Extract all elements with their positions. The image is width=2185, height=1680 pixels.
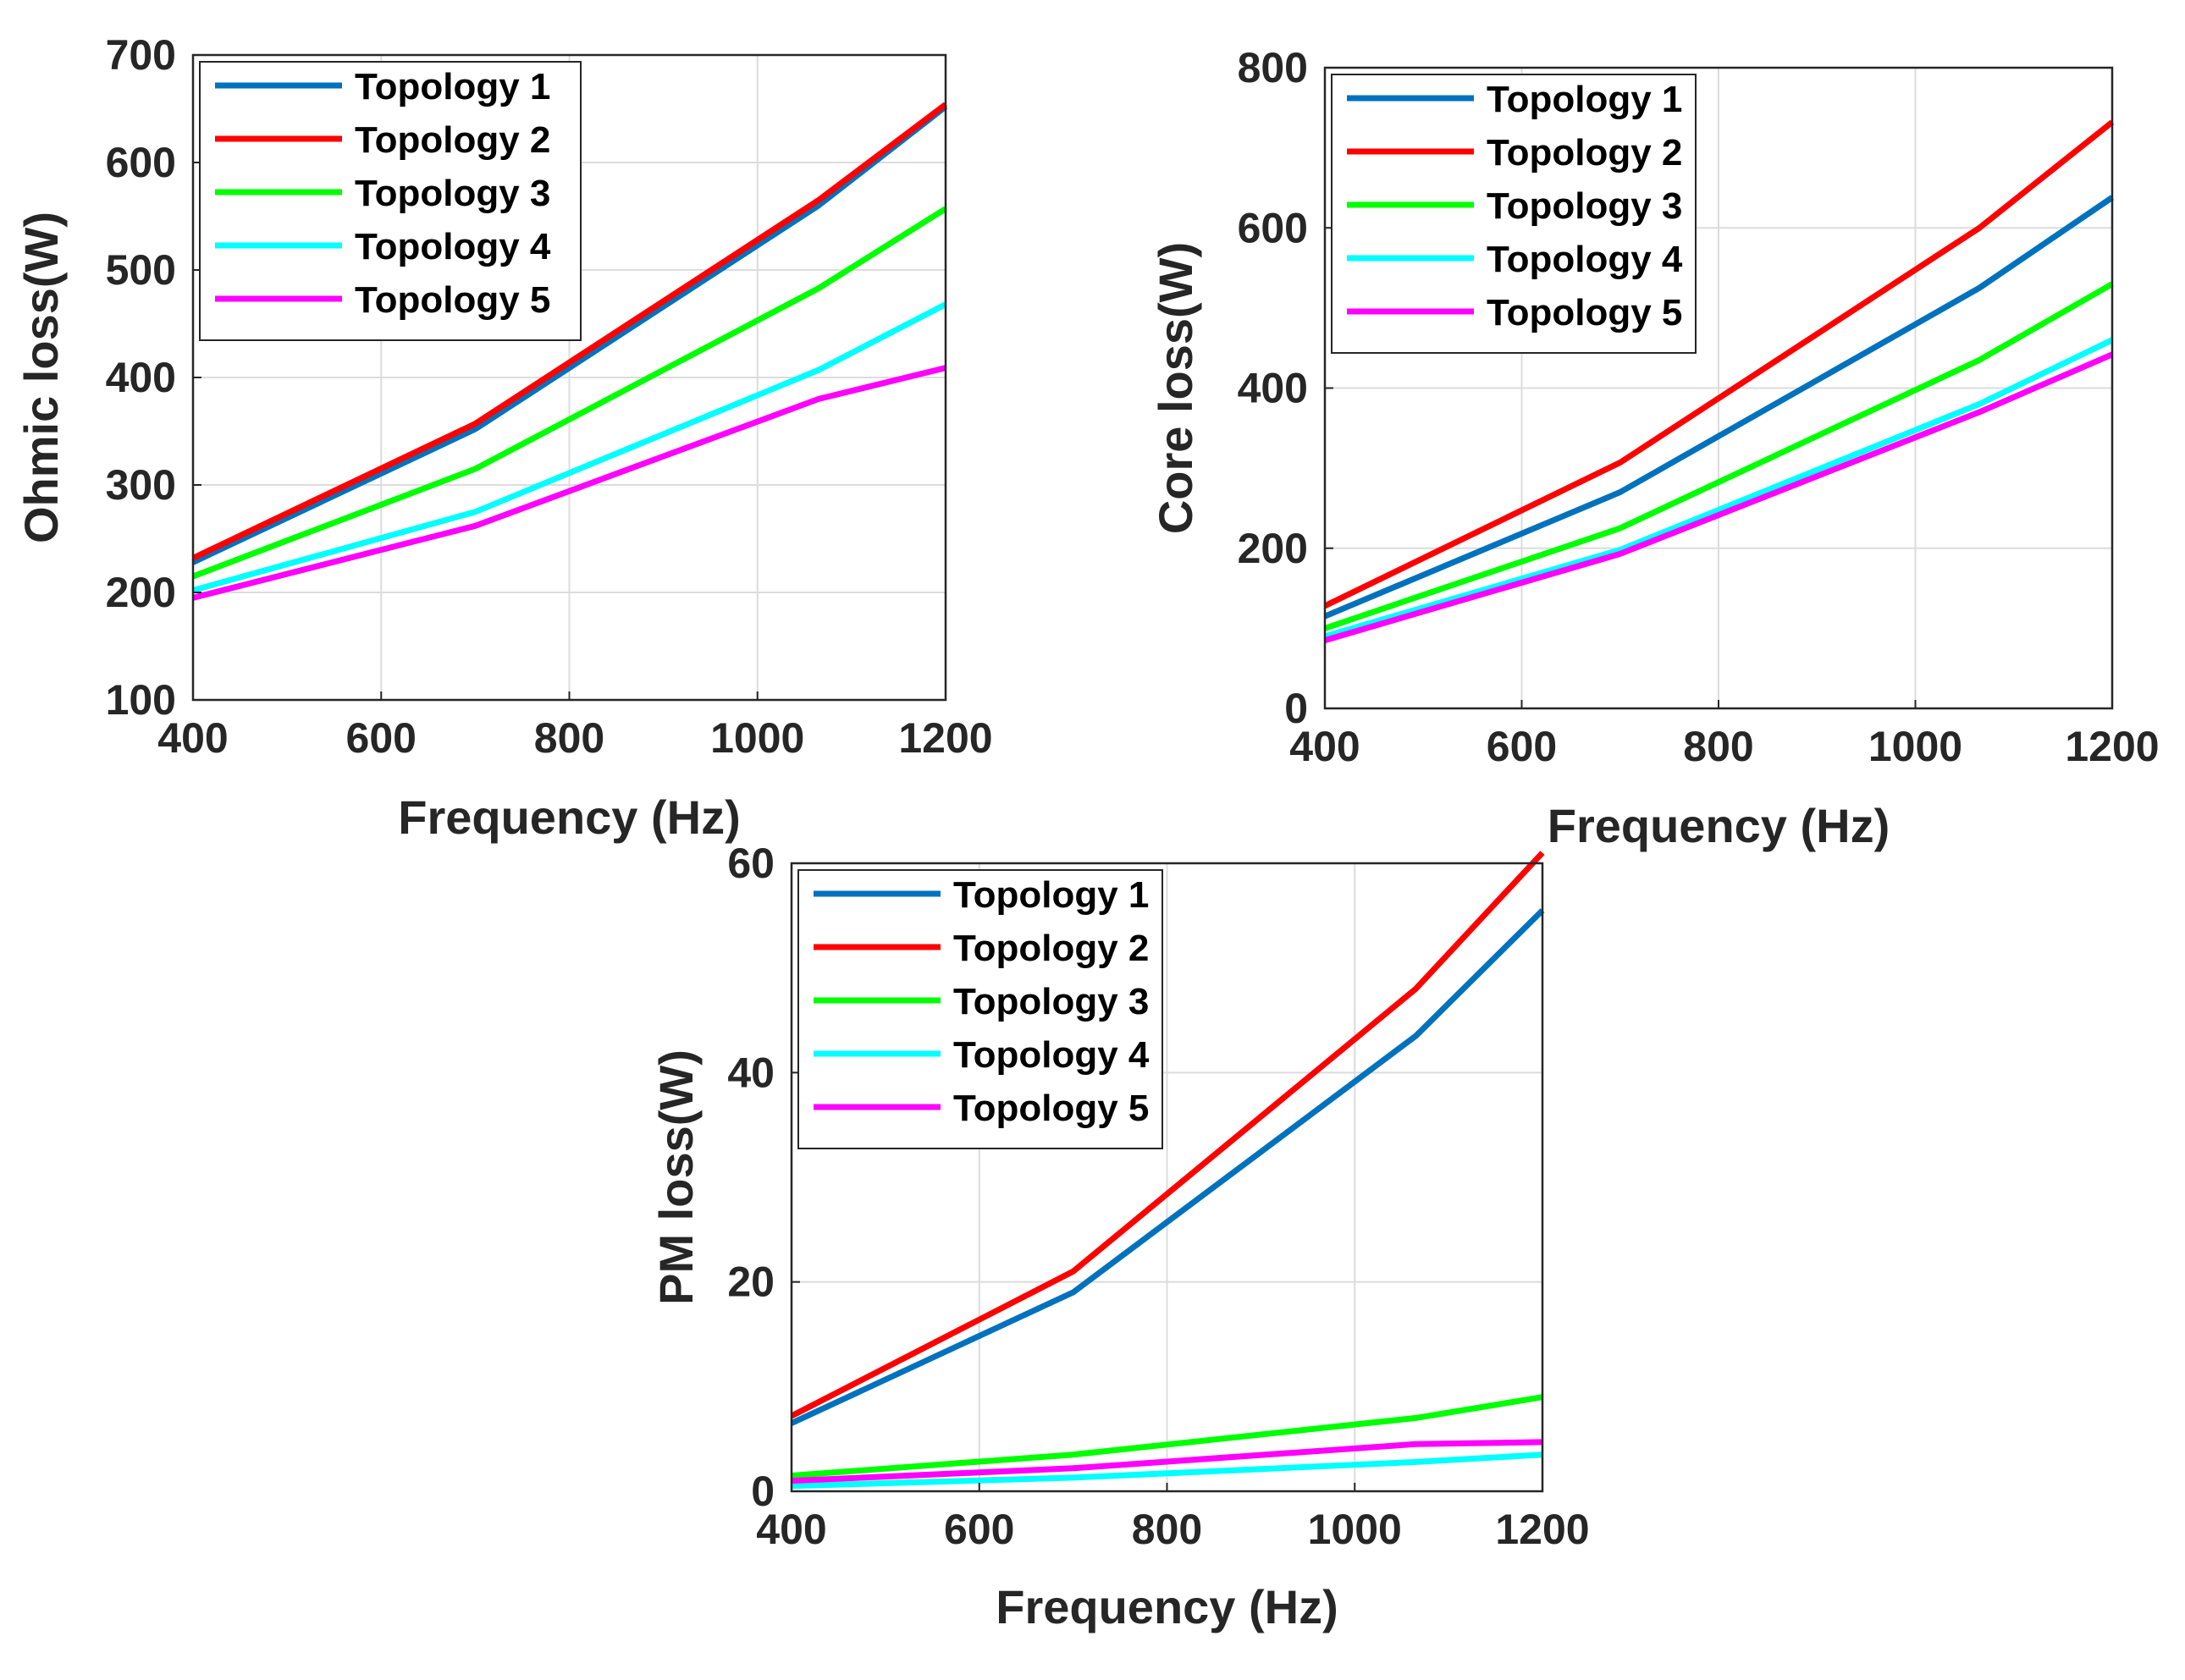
x-tick-label: 1000 [1308, 1506, 1402, 1553]
x-tick-label: 600 [1487, 723, 1557, 770]
y-tick-label: 20 [727, 1259, 775, 1306]
x-tick-label: 400 [756, 1506, 826, 1553]
x-tick-label: 400 [157, 714, 228, 762]
y-axis-label: PM loss(W) [649, 1049, 703, 1305]
y-tick-label: 200 [106, 569, 176, 616]
legend-label-5: Topology 5 [355, 279, 550, 321]
legend-label-3: Topology 3 [355, 173, 550, 214]
x-tick-label: 1000 [1868, 723, 1962, 770]
y-axis-label: Core loss(W) [1149, 242, 1202, 534]
y-tick-label: 600 [1238, 204, 1308, 251]
series-line-5 [192, 365, 946, 601]
y-tick-label: 500 [106, 246, 176, 294]
x-tick-label: 600 [944, 1506, 1014, 1553]
legend-label-3: Topology 3 [1487, 185, 1682, 227]
y-tick-label: 400 [106, 354, 176, 401]
series-line-4 [791, 1451, 1543, 1490]
legend-label-1: Topology 1 [355, 66, 550, 107]
legend-label-1: Topology 1 [1487, 79, 1682, 120]
legend-box [1331, 74, 1697, 354]
legend: Topology 1 Topology 2 Topology 3 Topology 4… [1331, 74, 1697, 354]
series-line-2 [1323, 119, 2115, 609]
y-tick-label: 0 [1284, 685, 1308, 732]
legend-label-2: Topology 2 [1487, 132, 1682, 174]
series-line-4 [192, 301, 947, 593]
series-line-3 [191, 206, 947, 580]
y-tick-label: 400 [1238, 365, 1308, 412]
y-tick-label: 700 [106, 31, 176, 79]
y-tick-label: 600 [106, 139, 176, 186]
legend-label-4: Topology 4 [1487, 239, 1683, 280]
x-tick-label: 1200 [898, 714, 992, 762]
legend-label-4: Topology 4 [953, 1034, 1150, 1076]
legend-box [797, 869, 1163, 1149]
series-line-5 [791, 1439, 1543, 1484]
legend-box [199, 61, 582, 341]
y-tick-label: 300 [106, 461, 176, 509]
x-tick-label: 1200 [1495, 1506, 1589, 1553]
x-tick-label: 800 [534, 714, 604, 762]
x-tick-label: 1000 [710, 714, 804, 762]
series-line-1 [790, 908, 1545, 1426]
series-line-5 [1324, 351, 2114, 643]
x-tick-label: 800 [1683, 723, 1753, 770]
chart-ohmic: 400 600 800 1000 1200 100 200 300 400 500 600 700 Fr… [14, 31, 993, 844]
legend: Topology 1 Topology 2 Topology 3 Topology 4… [199, 61, 582, 341]
legend-label-5: Topology 5 [1487, 292, 1682, 333]
series-line-3 [791, 1394, 1543, 1479]
series-line-2 [790, 851, 1545, 1419]
y-axis-label: Ohmic loss(W) [14, 212, 68, 543]
x-tick-label: 600 [346, 714, 417, 762]
series-line-3 [1323, 281, 2114, 631]
chart-pm: 400 600 800 1000 1200 0 20 40 60 Frequency (Hz) PM… [649, 840, 1590, 1633]
x-tick-label: 800 [1132, 1506, 1202, 1553]
y-tick-label: 200 [1238, 525, 1308, 572]
y-tick-label: 60 [727, 840, 775, 887]
series-line-4 [1324, 337, 2114, 640]
x-tick-label: 1200 [2065, 723, 2159, 770]
y-tick-label: 40 [727, 1049, 775, 1096]
legend-label-3: Topology 3 [953, 981, 1149, 1022]
series-line-2 [191, 102, 948, 561]
y-tick-label: 0 [751, 1468, 775, 1515]
legend-label-2: Topology 2 [953, 928, 1149, 969]
legend-label-4: Topology 4 [355, 226, 551, 267]
x-axis-label: Frequency (Hz) [1548, 799, 1890, 852]
series-line-1 [1323, 195, 2114, 620]
y-tick-label: 100 [106, 676, 176, 724]
legend: Topology 1 Topology 2 Topology 3 Topology 4… [797, 869, 1163, 1149]
x-axis-label: Frequency (Hz) [996, 1580, 1338, 1633]
x-tick-label: 400 [1289, 723, 1360, 770]
legend-label-5: Topology 5 [953, 1088, 1149, 1129]
x-axis-label: Frequency (Hz) [398, 790, 741, 844]
chart-core: 400 600 800 1000 1200 0 200 400 600 800 Frequency … [1149, 44, 2160, 852]
legend-label-2: Topology 2 [355, 119, 550, 161]
y-tick-label: 800 [1238, 44, 1308, 91]
series-line-1 [191, 104, 948, 565]
legend-label-1: Topology 1 [953, 874, 1149, 916]
